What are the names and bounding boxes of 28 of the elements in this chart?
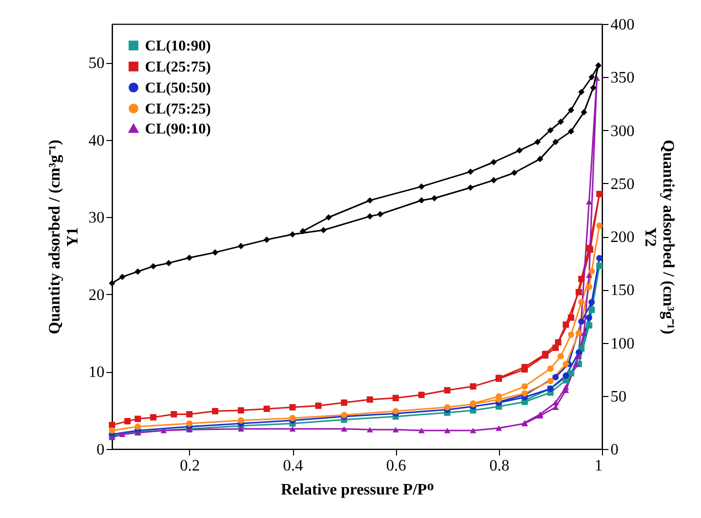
y-axis-title: Quantity adsorbed / (cm³g⁻¹) Y1 [46, 140, 82, 334]
x-tick-label: 0.6 [386, 458, 406, 474]
y2-tick-label: 0 [610, 442, 618, 458]
y2-tick-label: 300 [610, 122, 634, 140]
legend-label: CL(10:90) [145, 38, 211, 54]
y2-tick-label: 400 [610, 16, 634, 34]
x-tick-label: 0.8 [489, 458, 510, 474]
y-tick-label: 40 [88, 132, 104, 150]
y2-tick-label: 250 [610, 176, 634, 193]
y-tick-label: 30 [88, 210, 104, 227]
y2-tick-label: 150 [610, 282, 634, 300]
x-tick-label: 0.2 [180, 458, 200, 474]
y-tick-label: 50 [88, 55, 104, 72]
y-tick-label: 10 [88, 364, 104, 382]
legend-label: CL(90:10) [145, 122, 211, 138]
y2-axis-title: Quantity adsorbed / (cm³g⁻¹) Y2 [642, 140, 676, 334]
x-axis-title: Relative pressure P/Pᴼ [280, 482, 434, 498]
y2-tick-label: 50 [610, 388, 626, 406]
y2-tick-label: 200 [610, 229, 634, 246]
legend-label: CL(50:50) [145, 80, 211, 96]
x-tick-label: 0.4 [283, 458, 304, 474]
legend-label: CL(75:25) [145, 102, 211, 118]
legend-label: CL(25:75) [145, 60, 211, 76]
y2-tick-label: 350 [610, 70, 634, 87]
y-tick-label: 20 [88, 286, 104, 304]
x-tick-label: 1 [594, 458, 602, 474]
y-tick-label: 0 [96, 442, 104, 458]
y2-tick-label: 100 [610, 335, 634, 352]
